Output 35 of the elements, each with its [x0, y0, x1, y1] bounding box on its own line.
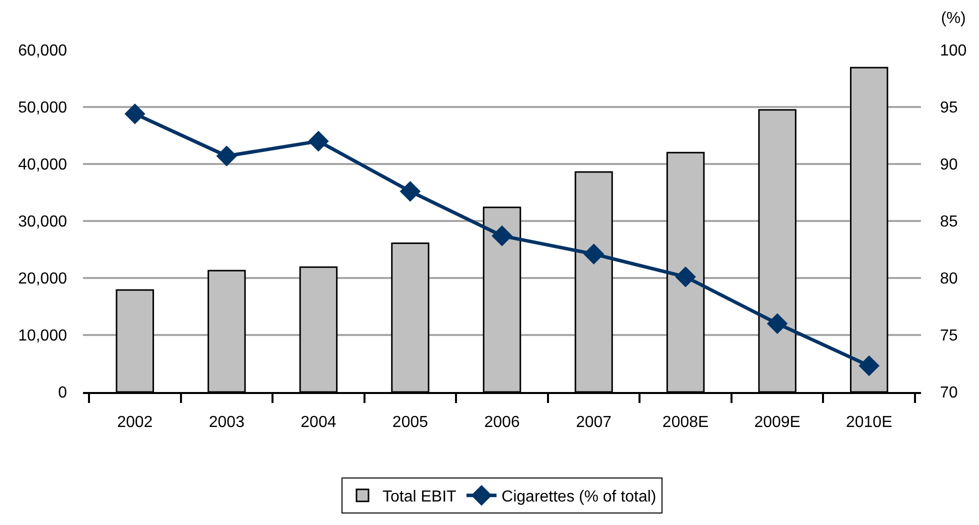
point — [124, 103, 146, 124]
y-tick-label: 0 — [58, 384, 68, 402]
y-tick-label: 20,000 — [18, 270, 68, 288]
point — [766, 313, 788, 334]
x-tick-label: 2002 — [117, 414, 153, 431]
y2-tick-label: 90 — [940, 156, 958, 174]
x-tick-label: 2010E — [846, 414, 892, 431]
x-tick-label: 2006 — [484, 414, 520, 431]
x-tick-label: 2004 — [300, 414, 336, 431]
x-tick-label: 2009E — [754, 414, 800, 431]
point — [675, 266, 696, 288]
x-tick-label: 2003 — [208, 414, 245, 431]
y-tick-label: 40,000 — [18, 156, 68, 174]
point — [858, 355, 880, 376]
point — [216, 146, 238, 166]
y-tick-label: 30,000 — [18, 214, 68, 231]
y-tick-label: 50,000 — [18, 100, 68, 117]
y-tick-label: 10,000 — [18, 328, 68, 345]
point — [492, 225, 512, 246]
point — [583, 244, 604, 264]
y2-tick-label: 95 — [940, 100, 958, 117]
y2-tick-label: 70 — [940, 384, 958, 402]
x-tick-label: 2005 — [392, 414, 428, 431]
point — [400, 180, 421, 202]
y2-axis-title: (%) — [941, 10, 966, 27]
y-tick-label: 60,000 — [18, 42, 68, 60]
legend-label: Total EBIT — [382, 488, 457, 506]
point — [308, 130, 329, 152]
y2-tick-label: 80 — [940, 270, 958, 288]
x-tick-label: 2007 — [576, 414, 612, 431]
y2-tick-label: 100 — [940, 42, 967, 60]
y2-tick-label: 75 — [940, 328, 958, 345]
legend-label: Cigarettes (% of total) — [502, 488, 656, 506]
y2-tick-label: 85 — [940, 214, 958, 231]
x-tick-label: 2008E — [662, 414, 709, 431]
